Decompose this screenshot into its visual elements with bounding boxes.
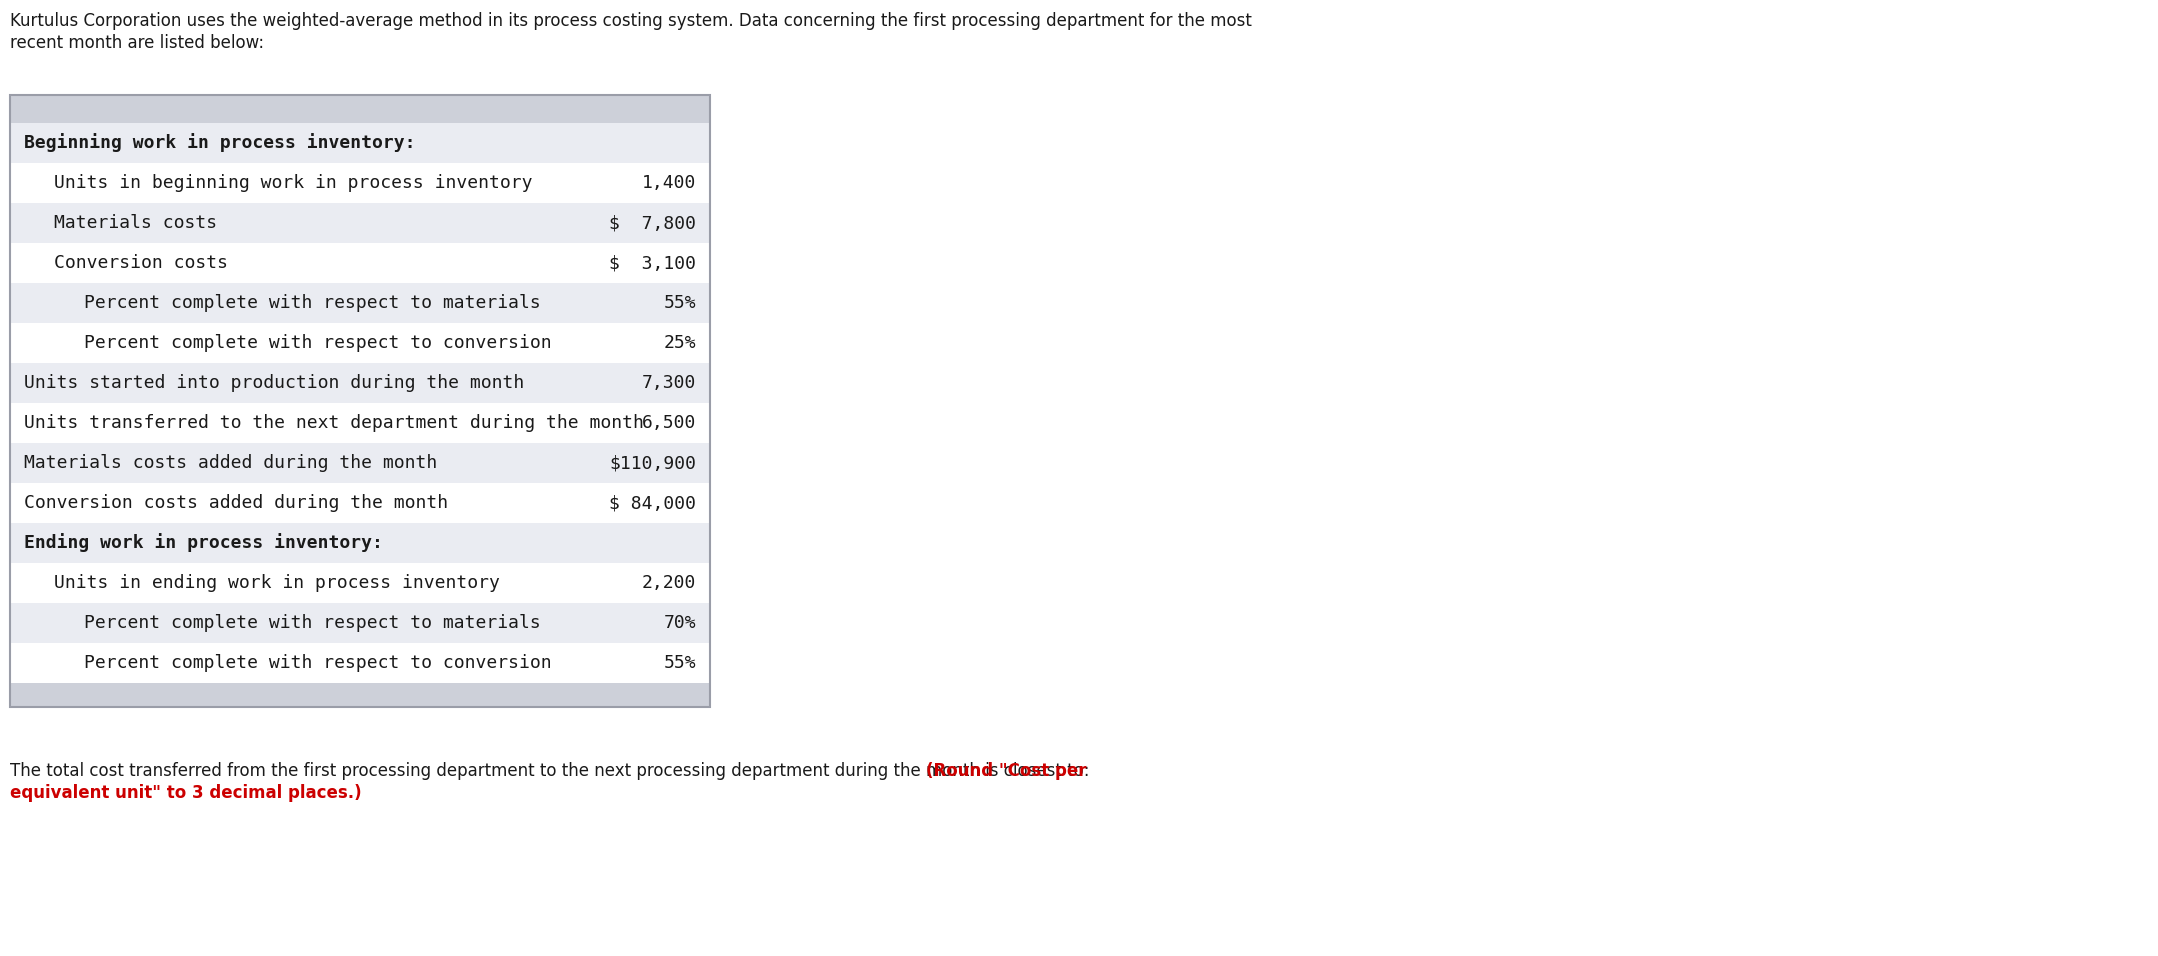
Text: 25%: 25% [663, 334, 697, 352]
Text: 2,200: 2,200 [641, 574, 697, 592]
Text: $ 84,000: $ 84,000 [609, 494, 697, 512]
Text: 7,300: 7,300 [641, 374, 697, 392]
Text: Percent complete with respect to materials: Percent complete with respect to materia… [84, 294, 542, 312]
Bar [11, 203, 710, 243]
Text: The total cost transferred from the first processing department to the next proc: The total cost transferred from the firs… [11, 762, 1094, 780]
Bar [11, 483, 710, 523]
Text: Percent complete with respect to materials: Percent complete with respect to materia… [84, 614, 542, 632]
Text: Ending work in process inventory:: Ending work in process inventory: [24, 533, 382, 553]
Text: Beginning work in process inventory:: Beginning work in process inventory: [24, 134, 416, 153]
Text: Percent complete with respect to conversion: Percent complete with respect to convers… [84, 334, 552, 352]
Text: Units in ending work in process inventory: Units in ending work in process inventor… [54, 574, 501, 592]
Text: 55%: 55% [663, 294, 697, 312]
Bar [11, 95, 710, 123]
Text: $110,900: $110,900 [609, 454, 697, 472]
Text: $  7,800: $ 7,800 [609, 214, 697, 232]
Text: Conversion costs added during the month: Conversion costs added during the month [24, 494, 449, 512]
Text: Units transferred to the next department during the month: Units transferred to the next department… [24, 414, 643, 432]
Bar [11, 603, 710, 643]
Text: Materials costs: Materials costs [54, 214, 218, 232]
Text: $  3,100: $ 3,100 [609, 254, 697, 272]
Bar [11, 363, 710, 403]
Text: Units in beginning work in process inventory: Units in beginning work in process inven… [54, 174, 533, 192]
Text: 70%: 70% [663, 614, 697, 632]
Bar [11, 683, 710, 707]
Text: recent month are listed below:: recent month are listed below: [11, 34, 263, 52]
Bar [11, 443, 710, 483]
Bar [11, 523, 710, 563]
Text: 55%: 55% [663, 654, 697, 672]
Bar [11, 243, 710, 283]
Bar [11, 95, 710, 707]
Text: Units started into production during the month: Units started into production during the… [24, 374, 524, 392]
Text: equivalent unit" to 3 decimal places.): equivalent unit" to 3 decimal places.) [11, 784, 363, 802]
Bar [11, 643, 710, 683]
Bar [11, 123, 710, 163]
Text: 6,500: 6,500 [641, 414, 697, 432]
Text: 1,400: 1,400 [641, 174, 697, 192]
Bar [11, 323, 710, 363]
Text: Kurtulus Corporation uses the weighted-average method in its process costing sys: Kurtulus Corporation uses the weighted-a… [11, 12, 1252, 30]
Text: Conversion costs: Conversion costs [54, 254, 229, 272]
Bar [11, 283, 710, 323]
Text: Materials costs added during the month: Materials costs added during the month [24, 454, 438, 472]
Text: Percent complete with respect to conversion: Percent complete with respect to convers… [84, 654, 552, 672]
Text: (Round "Cost per: (Round "Cost per [926, 762, 1088, 780]
Bar [11, 563, 710, 603]
Bar [11, 163, 710, 203]
Bar [11, 403, 710, 443]
